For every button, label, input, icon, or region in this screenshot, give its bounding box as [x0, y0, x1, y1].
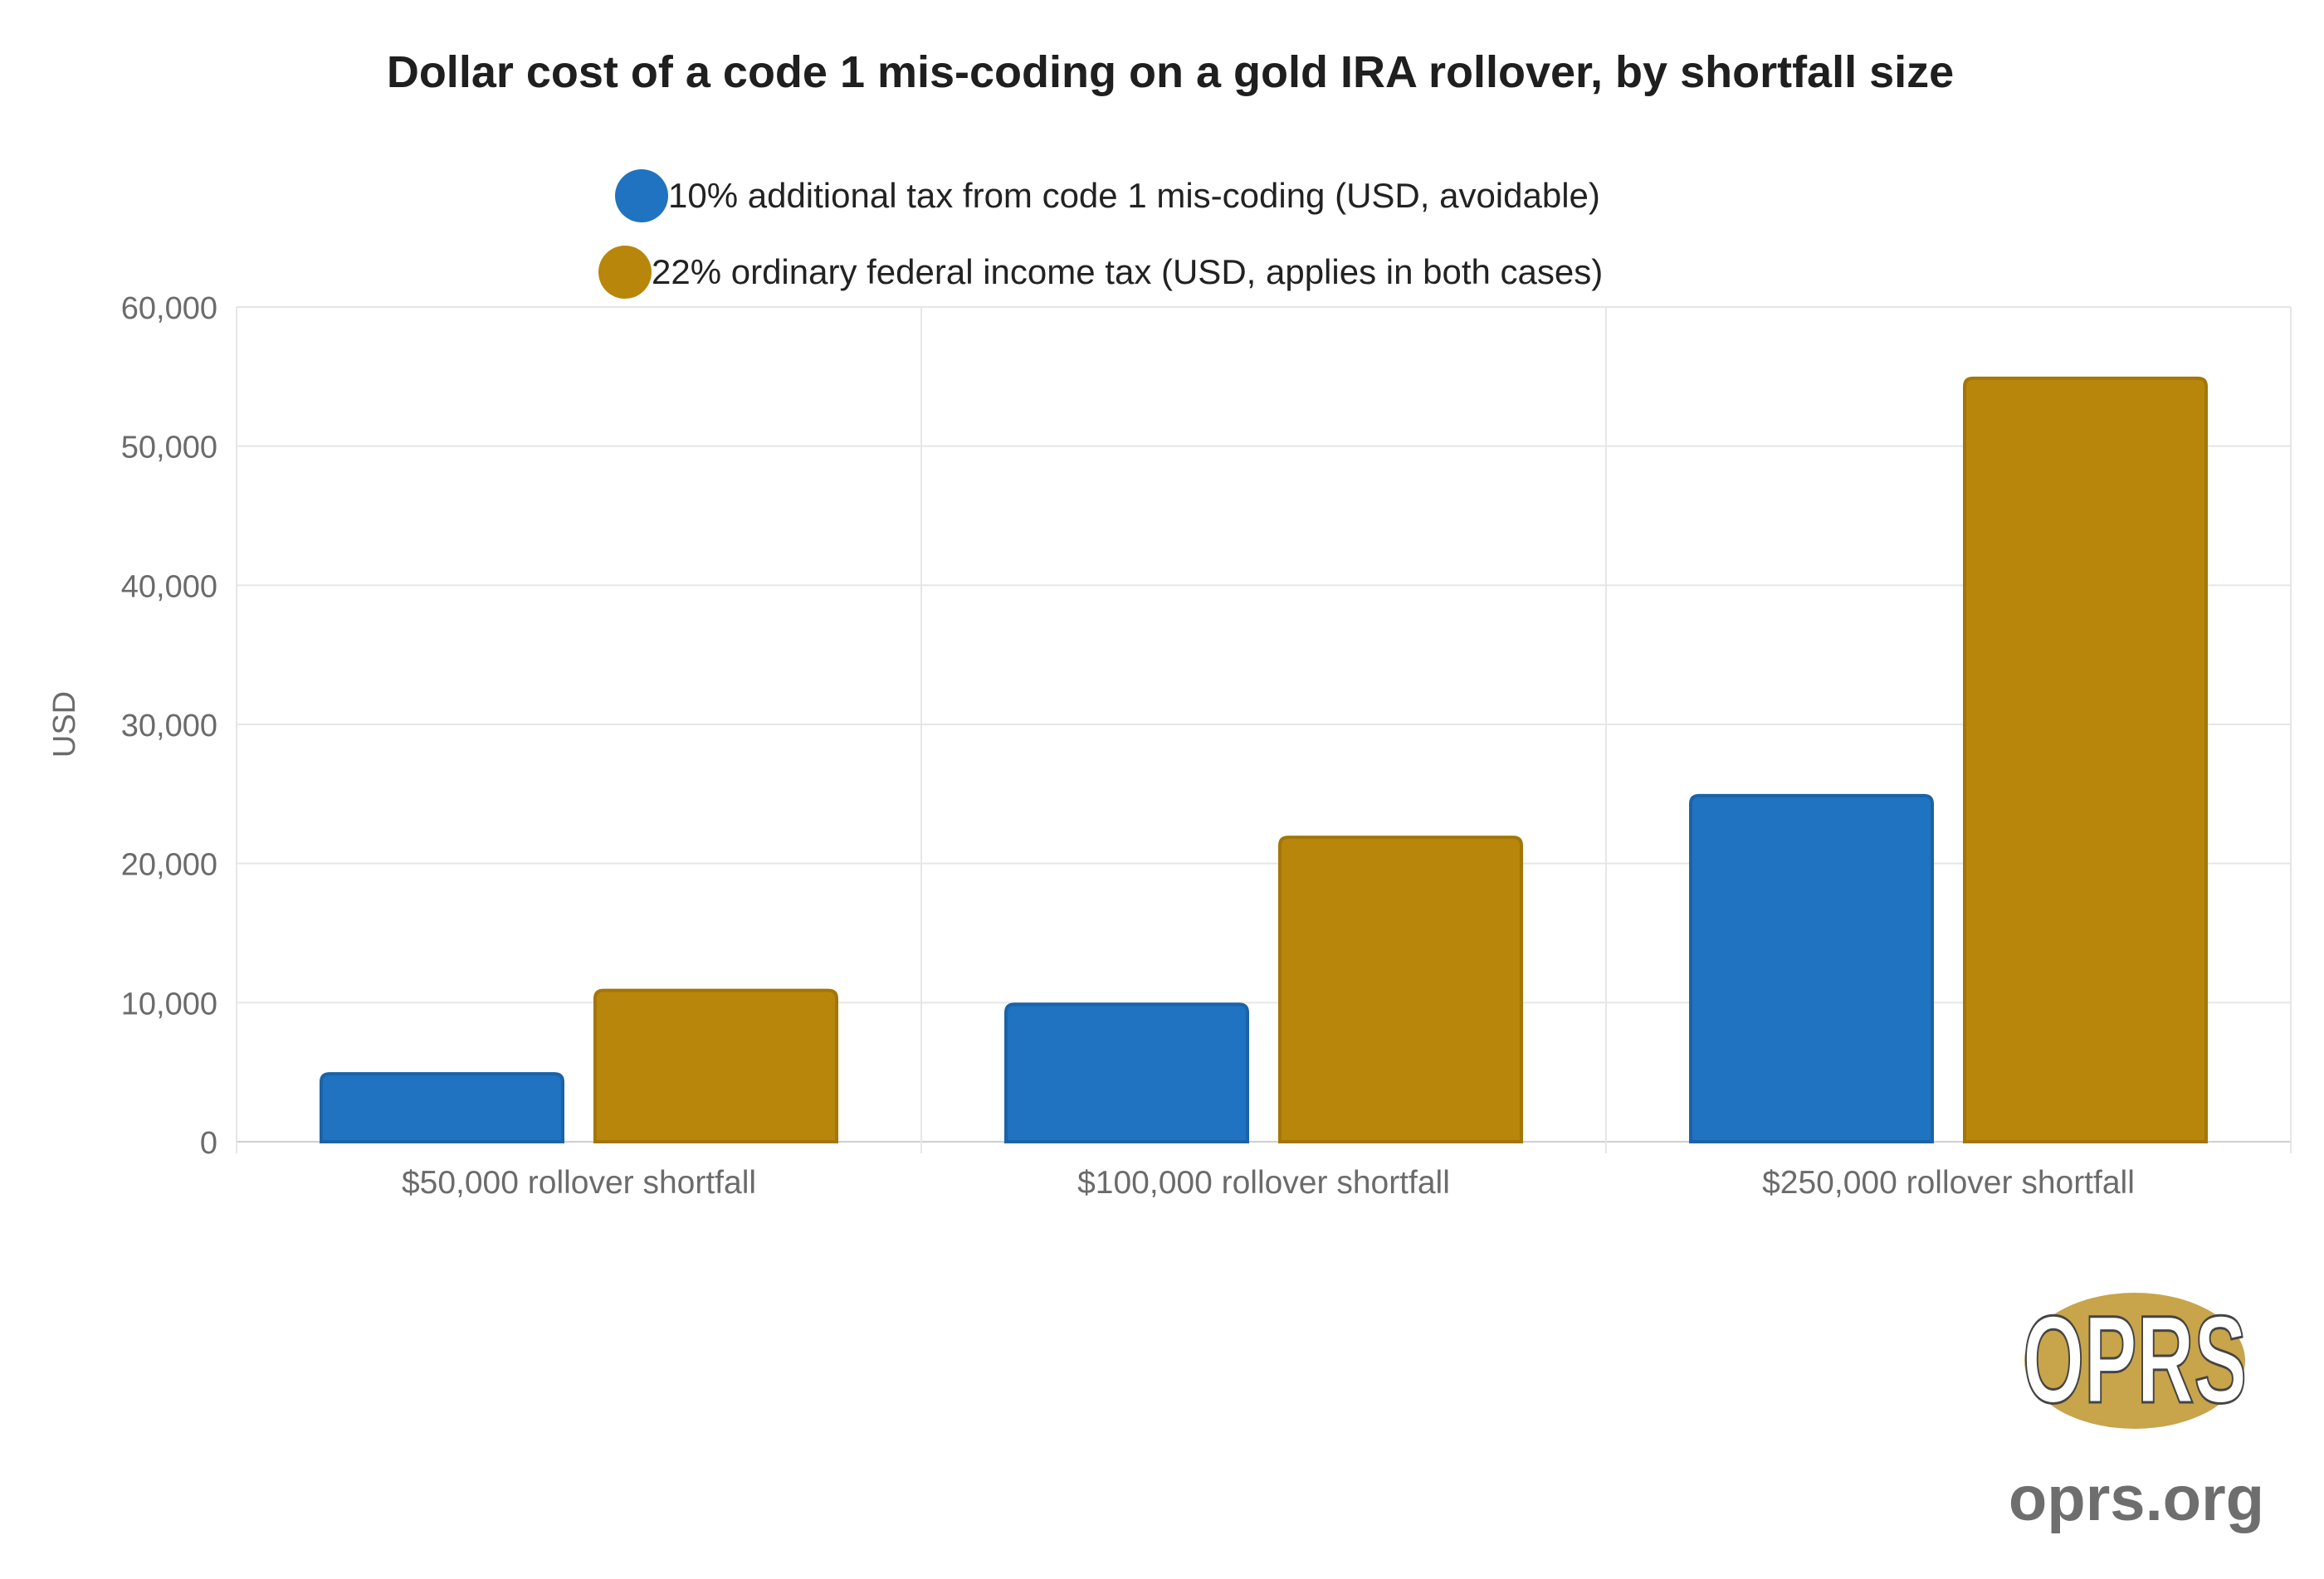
legend-label: 22% ordinary federal income tax (USD, ap…: [652, 252, 1603, 291]
bar-income-tax-3: [1963, 376, 2208, 1143]
bar-additional-tax-3: [1689, 793, 1934, 1143]
y-axis-title: USD: [47, 691, 82, 758]
legend-label: 10% additional tax from code 1 mis-codin…: [668, 176, 1600, 215]
bar-additional-tax-1: [320, 1072, 564, 1143]
bar-income-tax-1: [593, 988, 838, 1143]
gridlines: [236, 306, 2292, 1153]
y-tick-label: 40,000: [121, 569, 217, 604]
y-tick-label: 30,000: [121, 709, 217, 743]
x-axis: $50,000 rollover shortfall $100,000 rollo…: [402, 1165, 2135, 1201]
legend-marker: [615, 169, 668, 222]
y-tick-label: 60,000: [121, 291, 217, 326]
bars: [320, 376, 2208, 1143]
y-tick-label: 10,000: [121, 987, 217, 1021]
legend-marker: [598, 246, 652, 299]
oprs-logo: OPRS oprs.org: [2009, 1289, 2264, 1535]
logo-site-text: oprs.org: [2009, 1464, 2264, 1534]
x-tick-label: $250,000 rollover shortfall: [1762, 1165, 2135, 1201]
logo-badge: [2024, 1293, 2245, 1429]
logo-mark: OPRS: [2023, 1289, 2247, 1429]
y-tick-label: 20,000: [121, 848, 217, 883]
bar-income-tax-2: [1278, 836, 1523, 1143]
y-tick-label: 50,000: [121, 431, 217, 465]
x-tick-label: $100,000 rollover shortfall: [1077, 1165, 1450, 1201]
chart-title: Dollar cost of a code 1 mis-coding on a …: [387, 47, 1954, 97]
x-tick-label: $50,000 rollover shortfall: [402, 1165, 756, 1201]
y-axis: 0 10,000 20,000 30,000 40,000 50,000 60,000: [121, 291, 217, 1161]
y-tick-label: 0: [200, 1126, 217, 1161]
bar-additional-tax-2: [1004, 1002, 1249, 1143]
legend: 10% additional tax from code 1 mis-codin…: [598, 169, 1603, 299]
